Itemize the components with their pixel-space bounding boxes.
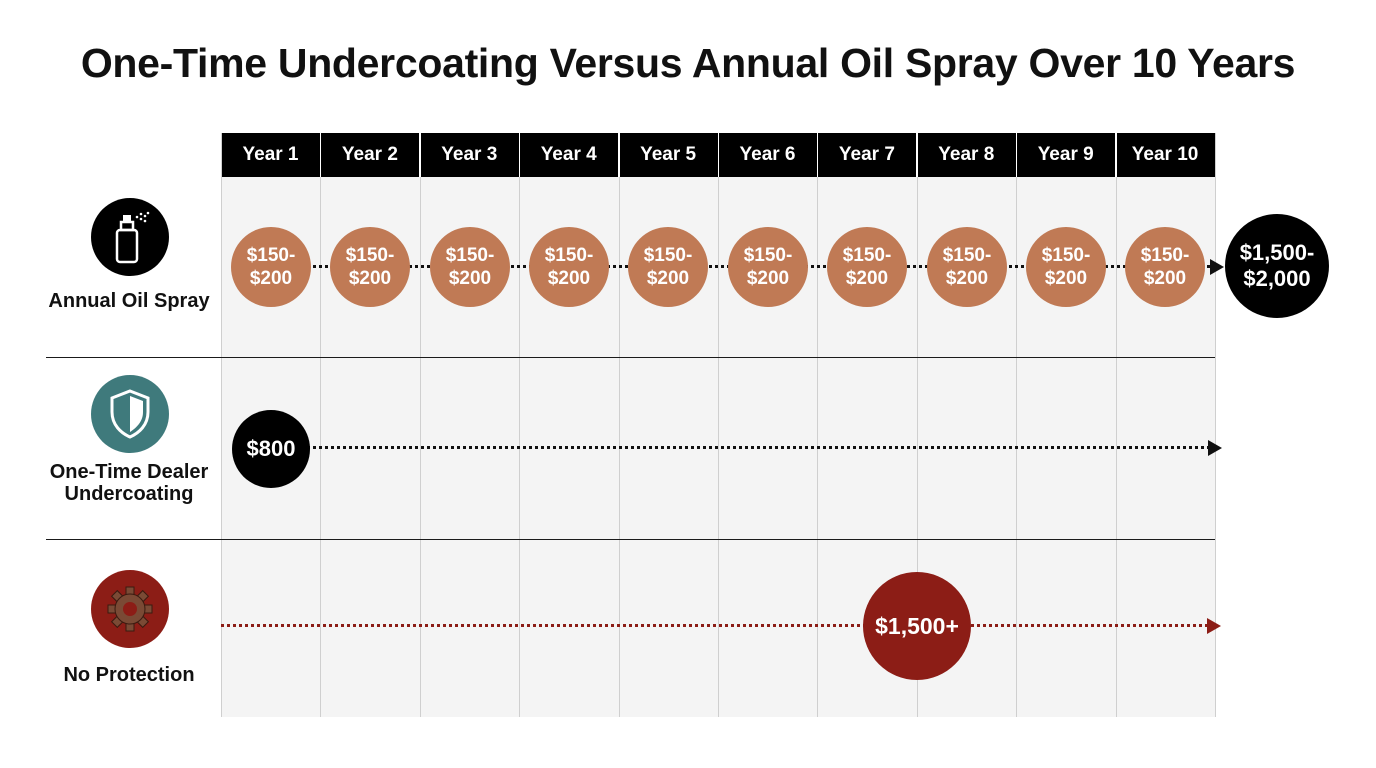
column-divider	[817, 133, 818, 717]
annual-cost-bubble-year-7: $150- $200	[827, 227, 907, 307]
annual-total-bubble: $1,500- $2,000	[1225, 214, 1329, 318]
year-header-3: Year 3	[419, 133, 519, 177]
year-header-10: Year 10	[1115, 133, 1215, 177]
annual-cost-bubble-year-6: $150- $200	[728, 227, 808, 307]
header-divider	[917, 133, 918, 177]
header-divider	[817, 133, 818, 177]
annual-cost-bubble-year-8: $150- $200	[927, 227, 1007, 307]
shield-icon	[91, 375, 169, 453]
year-header-9: Year 9	[1016, 133, 1116, 177]
spray-can-icon	[91, 198, 169, 276]
column-divider	[420, 133, 421, 717]
year-header-2: Year 2	[320, 133, 420, 177]
arrow-head	[1210, 259, 1224, 275]
header-divider	[1016, 133, 1017, 177]
annual-cost-bubble-year-5: $150- $200	[628, 227, 708, 307]
column-divider	[320, 133, 321, 717]
annual-cost-bubble-year-2: $150- $200	[330, 227, 410, 307]
annual-cost-bubble-year-4: $150- $200	[529, 227, 609, 307]
annual-cost-bubble-year-10: $150- $200	[1125, 227, 1205, 307]
header-divider	[1116, 133, 1117, 177]
year-header-4: Year 4	[519, 133, 619, 177]
header-divider	[619, 133, 620, 177]
rusty-gear-icon	[91, 570, 169, 648]
arrow-head	[1207, 618, 1221, 634]
column-divider	[619, 133, 620, 717]
year-header-6: Year 6	[718, 133, 817, 177]
year-header-5: Year 5	[618, 133, 718, 177]
header-divider	[320, 133, 321, 177]
column-divider	[1116, 133, 1117, 717]
row-label-one-time-dealer-undercoating: One-Time Dealer Undercoating	[49, 461, 209, 505]
column-divider	[221, 133, 222, 717]
no-protection-cost-bubble: $1,500+	[863, 572, 971, 680]
no-protection-timeline-line	[221, 624, 1208, 627]
row-divider	[46, 357, 1215, 358]
undercoating-timeline-line	[300, 446, 1210, 449]
year-header-7: Year 7	[817, 133, 917, 177]
column-divider	[519, 133, 520, 717]
header-divider	[519, 133, 520, 177]
column-divider	[1016, 133, 1017, 717]
annual-cost-bubble-year-1: $150- $200	[231, 227, 311, 307]
row-label-annual-oil-spray: Annual Oil Spray	[48, 290, 210, 312]
annual-cost-bubble-year-9: $150- $200	[1026, 227, 1106, 307]
column-divider	[718, 133, 719, 717]
column-divider	[917, 133, 918, 717]
year-header-1: Year 1	[221, 133, 320, 177]
arrow-head	[1208, 440, 1222, 456]
row-label-no-protection: No Protection	[63, 664, 195, 686]
column-divider	[1215, 133, 1216, 717]
annual-cost-bubble-year-3: $150- $200	[430, 227, 510, 307]
year-header-8: Year 8	[916, 133, 1016, 177]
header-divider	[420, 133, 421, 177]
row-divider	[46, 539, 1215, 540]
header-divider	[718, 133, 719, 177]
page-title: One-Time Undercoating Versus Annual Oil …	[80, 40, 1296, 86]
undercoating-cost-bubble: $800	[232, 410, 310, 488]
